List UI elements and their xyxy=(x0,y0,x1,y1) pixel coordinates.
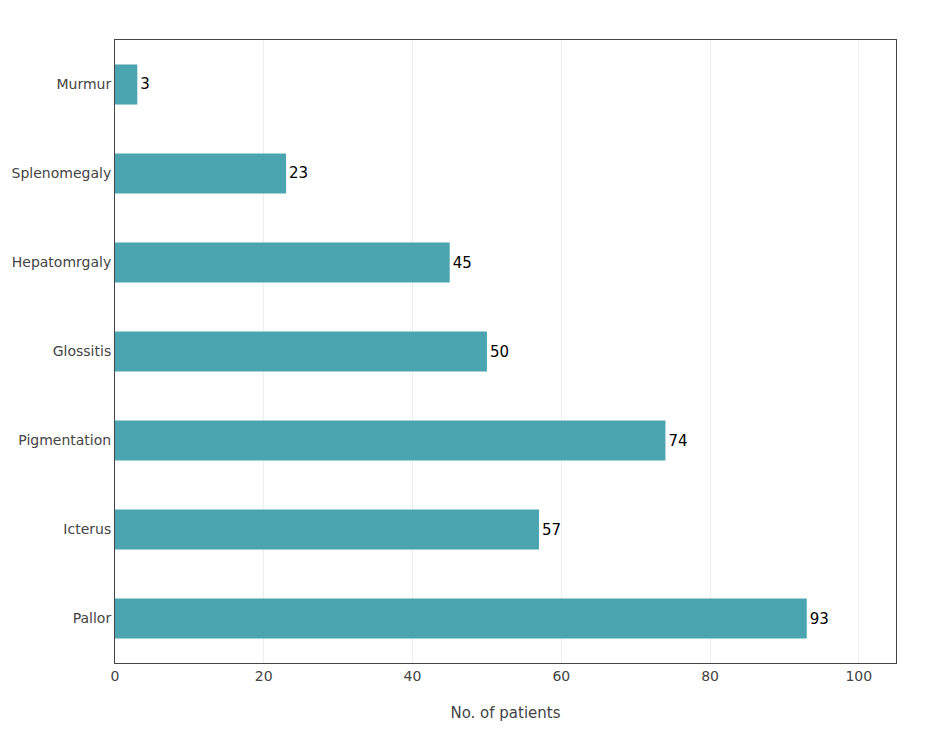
svg-text:No. of patients: No. of patients xyxy=(450,704,560,722)
svg-text:Pallor: Pallor xyxy=(73,610,112,626)
svg-text:3: 3 xyxy=(140,75,150,93)
svg-text:Glossitis: Glossitis xyxy=(53,343,111,359)
svg-text:Pigmentation: Pigmentation xyxy=(18,432,111,448)
svg-text:0: 0 xyxy=(111,668,120,684)
svg-text:50: 50 xyxy=(490,343,509,361)
svg-text:93: 93 xyxy=(810,610,829,628)
svg-text:40: 40 xyxy=(404,668,422,684)
svg-text:23: 23 xyxy=(289,164,308,182)
svg-text:45: 45 xyxy=(453,254,472,272)
svg-text:20: 20 xyxy=(255,668,273,684)
svg-text:80: 80 xyxy=(701,668,719,684)
svg-text:Icterus: Icterus xyxy=(63,521,111,537)
svg-text:100: 100 xyxy=(845,668,872,684)
svg-text:57: 57 xyxy=(542,521,561,539)
svg-text:Hepatomrgaly: Hepatomrgaly xyxy=(12,254,111,270)
svg-text:60: 60 xyxy=(552,668,570,684)
svg-text:74: 74 xyxy=(668,432,687,450)
svg-text:Murmur: Murmur xyxy=(56,76,111,92)
svg-text:Splenomegaly: Splenomegaly xyxy=(12,165,112,181)
